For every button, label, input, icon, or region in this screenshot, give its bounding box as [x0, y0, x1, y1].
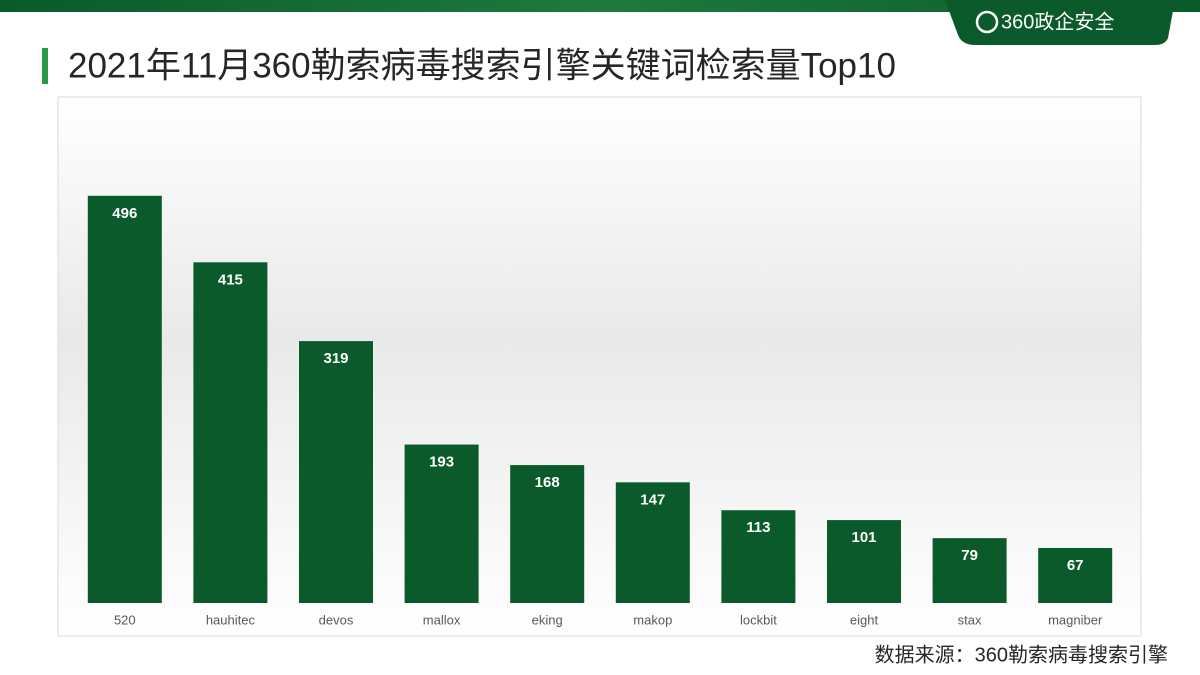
brand: 360政企安全 [1001, 10, 1114, 33]
value-label: 168 [535, 474, 560, 491]
x-tick-label: lockbit [740, 612, 777, 627]
x-tick-label: eking [532, 612, 563, 627]
value-label: 147 [640, 491, 665, 508]
x-tick-label: eight [850, 612, 879, 627]
chart-title: 2021年11月360勒索病毒搜索引擎关键词检索量Top10 [68, 46, 896, 85]
value-label: 496 [112, 205, 137, 222]
value-label: 67 [1067, 557, 1084, 574]
brand-icon [975, 10, 999, 34]
bar [721, 510, 796, 603]
bar [404, 444, 479, 603]
source: 数据来源：360勒索病毒搜索引擎 [875, 643, 1168, 666]
top-strip [0, 0, 1200, 12]
bar [1038, 547, 1113, 603]
x-tick-label: magniber [1048, 612, 1103, 627]
value-label: 319 [323, 350, 348, 367]
bar [510, 465, 585, 603]
x-tick-label: makop [633, 612, 672, 627]
bar [615, 482, 690, 603]
bar [193, 262, 268, 603]
x-tick-label: mallox [423, 612, 461, 627]
value-label: 193 [429, 454, 454, 471]
value-label: 79 [961, 547, 978, 564]
bar [932, 538, 1007, 603]
value-label: 113 [746, 519, 770, 536]
x-tick-label: hauhitec [206, 612, 256, 627]
x-tick-label: stax [958, 612, 982, 627]
bar [299, 341, 373, 603]
bar [827, 520, 901, 603]
x-tick-label: 520 [114, 612, 136, 627]
x-tick-label: devos [319, 612, 354, 627]
bar [87, 195, 162, 604]
value-label: 101 [851, 529, 876, 546]
value-label: 415 [218, 271, 243, 288]
brand-tab [945, 0, 1175, 45]
title-accent [42, 48, 48, 84]
